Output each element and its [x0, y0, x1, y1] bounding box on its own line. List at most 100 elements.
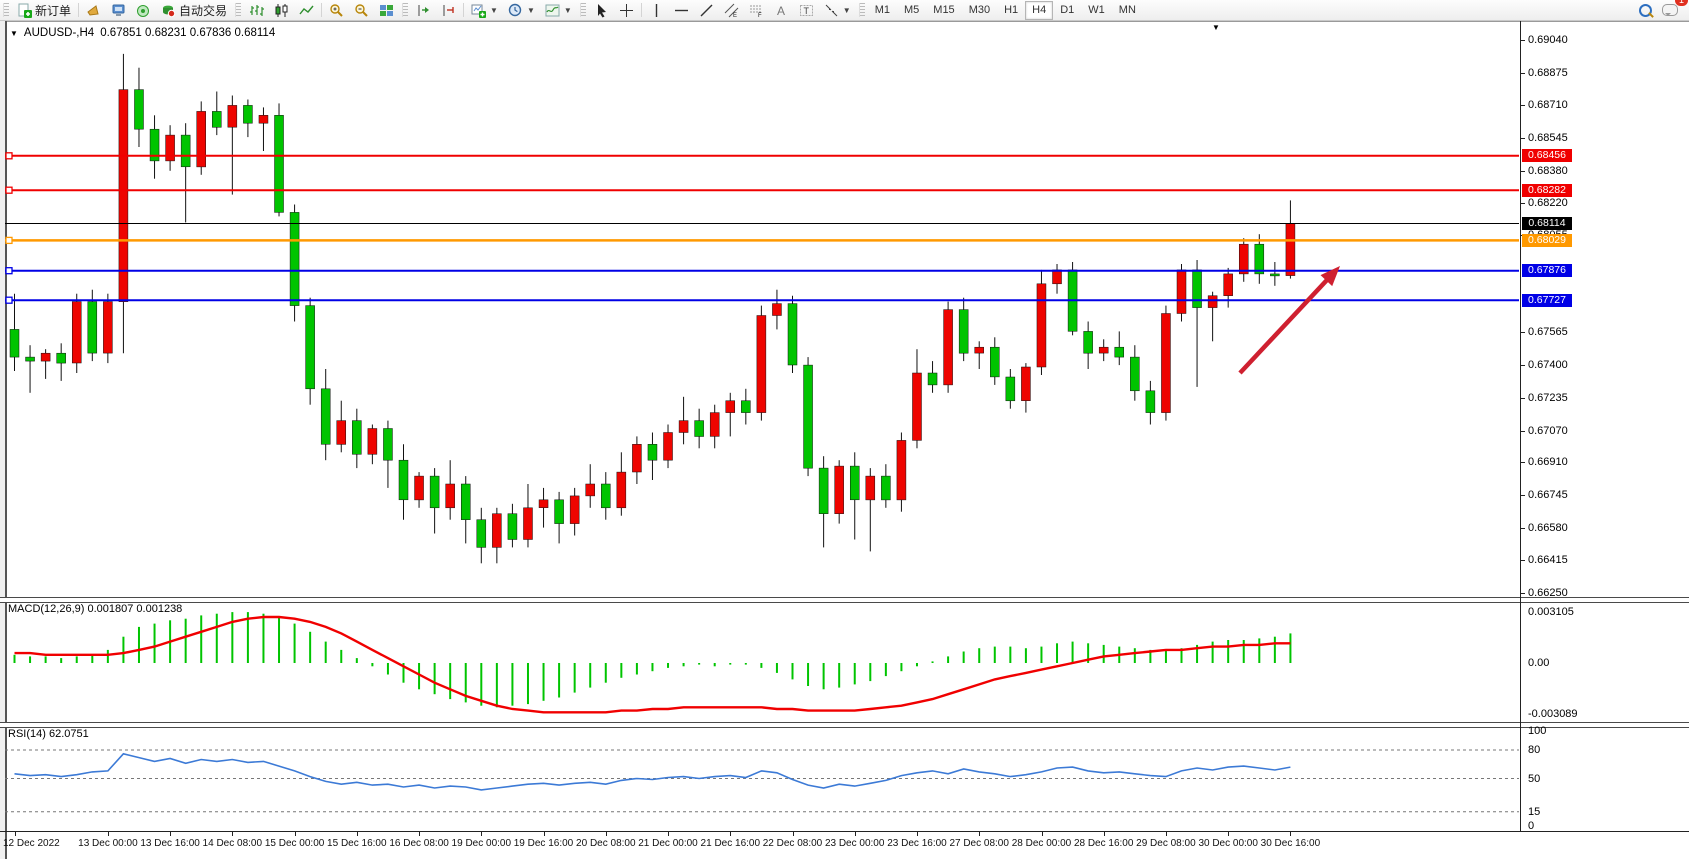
- horn-button[interactable]: [81, 0, 106, 20]
- fibonacci-button[interactable]: F: [744, 0, 769, 20]
- autotrade-label: 自动交易: [179, 3, 228, 18]
- macd-axis-label: 0.003105: [1528, 606, 1574, 618]
- time-tick: [792, 832, 794, 836]
- price-badge: 0.68029: [1522, 233, 1572, 247]
- toolbar-grip[interactable]: [3, 3, 9, 17]
- new-order-icon: [17, 3, 32, 18]
- new-chart-button[interactable]: ▼: [466, 0, 503, 20]
- timeframe-w1[interactable]: W1: [1088, 3, 1105, 16]
- time-axis-label: 29 Dec 08:00: [1136, 838, 1196, 849]
- price-axis-label: 0.66415: [1528, 554, 1568, 567]
- timeframe-mn[interactable]: MN: [1118, 3, 1136, 16]
- text-label-icon: T: [799, 3, 814, 18]
- new-order-button[interactable]: 新订单: [12, 0, 76, 20]
- vertical-line-button[interactable]: [644, 0, 669, 20]
- bar-chart-icon: [249, 3, 265, 18]
- antenna-icon: [136, 3, 151, 18]
- equidistant-channel-button[interactable]: E: [719, 0, 744, 20]
- market-watch-button[interactable]: [106, 0, 131, 20]
- svg-text:F: F: [758, 13, 762, 18]
- trendline-button[interactable]: [694, 0, 719, 20]
- toolbar-grip[interactable]: [858, 3, 865, 17]
- text-icon: A: [774, 3, 789, 18]
- rsi-label: RSI(14) 62.0751: [8, 728, 89, 740]
- price-tick: [1521, 560, 1525, 562]
- time-axis-label: 21 Dec 16:00: [700, 838, 761, 849]
- time-tick: [419, 832, 421, 836]
- timeframe-m1[interactable]: M1: [874, 3, 890, 16]
- indicators-icon: [545, 3, 560, 18]
- time-tick: [107, 832, 109, 836]
- time-tick: [294, 832, 296, 836]
- macd-label: MACD(12,26,9) 0.001807 0.001238: [8, 603, 183, 615]
- price-tick: [1521, 527, 1525, 529]
- toolbar-grip[interactable]: [402, 3, 409, 17]
- autotrade-icon: [161, 3, 176, 18]
- equidistant-channel-icon: E: [724, 3, 739, 18]
- timeframe-m30[interactable]: M30: [968, 3, 991, 16]
- price-badge: 0.68282: [1522, 183, 1572, 197]
- search-icon: [1639, 3, 1652, 17]
- rsi-panel-splitter[interactable]: [0, 722, 1689, 728]
- notification-badge: 1: [1675, 0, 1688, 6]
- time-tick: [1165, 832, 1167, 836]
- time-axis-label: 30 Dec 16:00: [1260, 838, 1321, 849]
- symbol-dropdown-icon[interactable]: ▼: [10, 28, 18, 38]
- notifications-button[interactable]: 1: [1657, 0, 1688, 20]
- auto-scroll-button[interactable]: [436, 0, 461, 20]
- time-axis-label: 28 Dec 16:00: [1073, 838, 1134, 849]
- bar-chart-button[interactable]: [244, 0, 269, 20]
- timeframe-m15[interactable]: M15: [933, 3, 955, 16]
- clock-icon: [508, 3, 523, 18]
- time-tick: [730, 832, 732, 836]
- time-axis-label: 19 Dec 00:00: [451, 838, 512, 849]
- time-tick: [1103, 832, 1105, 836]
- crosshair-button[interactable]: [614, 0, 639, 20]
- macd-panel-splitter[interactable]: [0, 597, 1689, 603]
- toolbar-grip[interactable]: [579, 3, 586, 17]
- autotrade-button[interactable]: 自动交易: [156, 0, 232, 20]
- price-axis-label: 0.68220: [1528, 196, 1568, 209]
- candle-chart-button[interactable]: [269, 0, 294, 20]
- timeframe-h1[interactable]: H1: [1004, 3, 1019, 16]
- new-chart-icon: [471, 3, 487, 18]
- horizontal-line-icon: [674, 3, 689, 18]
- search-button[interactable]: [1634, 0, 1657, 20]
- chart-shift-button[interactable]: [411, 0, 436, 20]
- svg-text:A: A: [777, 4, 785, 18]
- time-axis-label: 30 Dec 00:00: [1198, 838, 1258, 849]
- rsi-axis-label: 15: [1528, 805, 1541, 818]
- price-axis-label: 0.67235: [1528, 391, 1568, 404]
- scroll-to-end-marker[interactable]: ▼: [1212, 23, 1220, 32]
- line-chart-button[interactable]: [294, 0, 319, 20]
- timeframe-m5[interactable]: M5: [904, 3, 920, 16]
- zoom-in-button[interactable]: [324, 0, 349, 20]
- time-axis-label: 13 Dec 00:00: [78, 838, 138, 849]
- text-label-button[interactable]: T: [794, 0, 819, 20]
- arrows-button[interactable]: ▼: [819, 0, 856, 20]
- signals-button[interactable]: [131, 0, 156, 20]
- price-axis-label: 0.67400: [1528, 359, 1568, 372]
- period-button[interactable]: ▼: [503, 0, 540, 20]
- cursor-button[interactable]: [589, 0, 614, 20]
- horizontal-line-button[interactable]: [669, 0, 694, 20]
- timeframe-h4[interactable]: H4: [1025, 0, 1054, 20]
- text-button[interactable]: A: [769, 0, 794, 20]
- zoom-out-button[interactable]: [349, 0, 374, 20]
- price-axis-label: 0.67565: [1528, 326, 1568, 339]
- time-axis-label: 12 Dec 2022: [3, 838, 60, 849]
- tile-windows-button[interactable]: [374, 0, 399, 20]
- indicators-button[interactable]: ▼: [540, 0, 577, 20]
- toolbar-grip[interactable]: [235, 3, 242, 17]
- time-axis-label: 23 Dec 00:00: [824, 838, 885, 849]
- rsi-axis-label: 80: [1528, 744, 1541, 756]
- svg-text:E: E: [733, 13, 737, 18]
- rsi-axis-label: 50: [1528, 772, 1541, 785]
- price-axis-label: 0.66745: [1528, 488, 1568, 501]
- price-tick: [1521, 170, 1525, 172]
- price-tick: [1521, 430, 1525, 432]
- price-axis-label: 0.67070: [1528, 424, 1568, 437]
- timeframe-d1[interactable]: D1: [1060, 3, 1075, 16]
- time-tick: [1228, 832, 1230, 836]
- time-tick: [668, 832, 669, 836]
